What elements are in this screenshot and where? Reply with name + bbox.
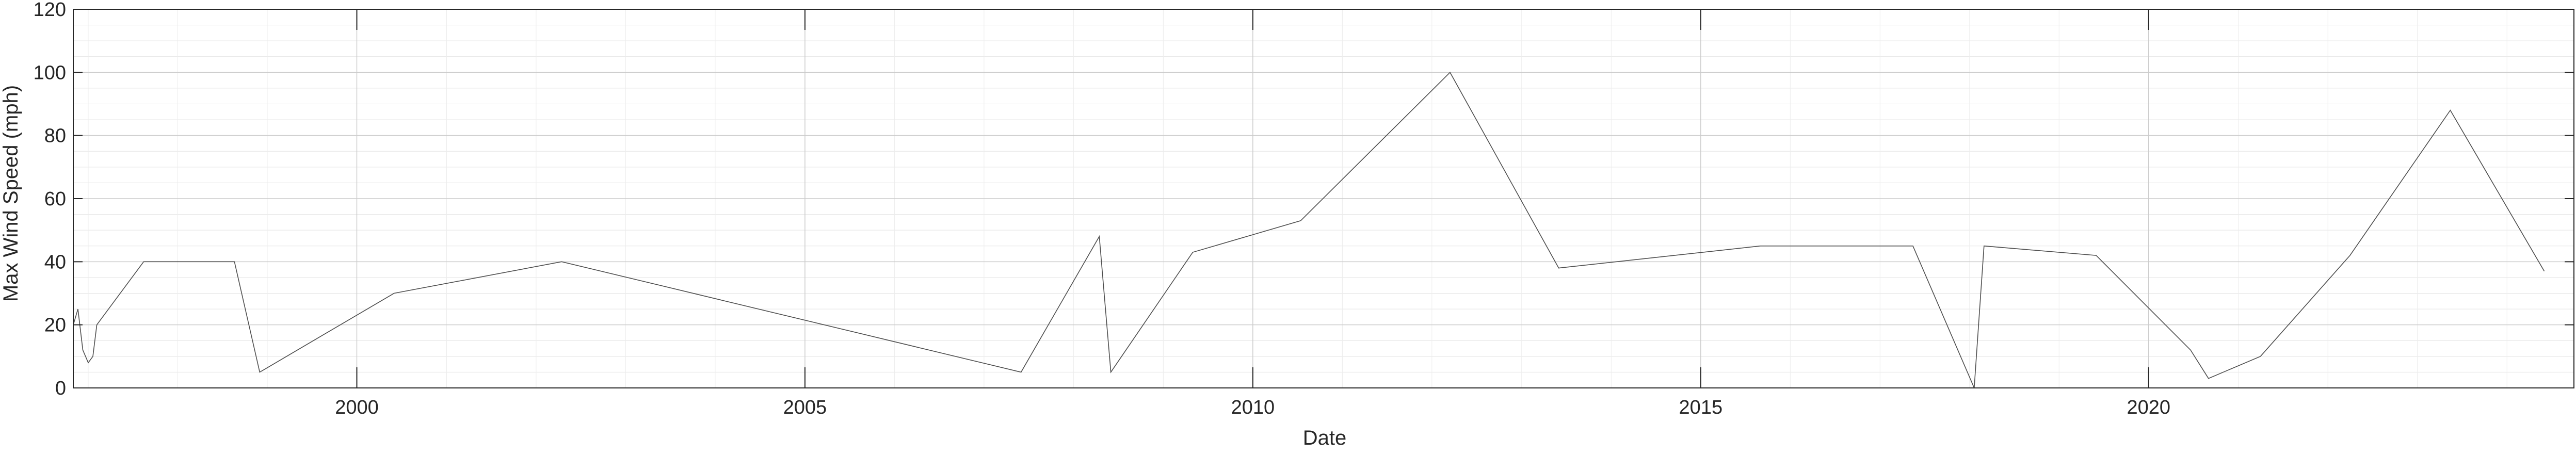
- x-tick-label: 2005: [783, 397, 827, 418]
- x-tick-label: 2000: [335, 397, 379, 418]
- y-tick-label: 0: [55, 378, 66, 399]
- x-axis-label: Date: [1303, 427, 1347, 449]
- ticks-layer: [73, 9, 2574, 388]
- y-tick-label: 20: [44, 315, 66, 336]
- x-tick-label: 2020: [2127, 397, 2171, 418]
- x-tick-label: 2015: [1679, 397, 1723, 418]
- y-tick-label: 80: [44, 125, 66, 147]
- y-tick-label: 60: [44, 188, 66, 210]
- y-axis-label: Max Wind Speed (mph): [0, 85, 22, 302]
- series-line: [73, 71, 2545, 388]
- series-layer: [73, 71, 2545, 388]
- y-tick-label: 120: [34, 0, 66, 21]
- major-grid: [73, 9, 2574, 388]
- tick-labels: 0 20 40 60 80 100 120 2000 2005 2010 2015 2020: [34, 0, 2170, 418]
- y-tick-label: 40: [44, 251, 66, 273]
- y-tick-label: 100: [34, 62, 66, 84]
- x-tick-label: 2010: [1231, 397, 1275, 418]
